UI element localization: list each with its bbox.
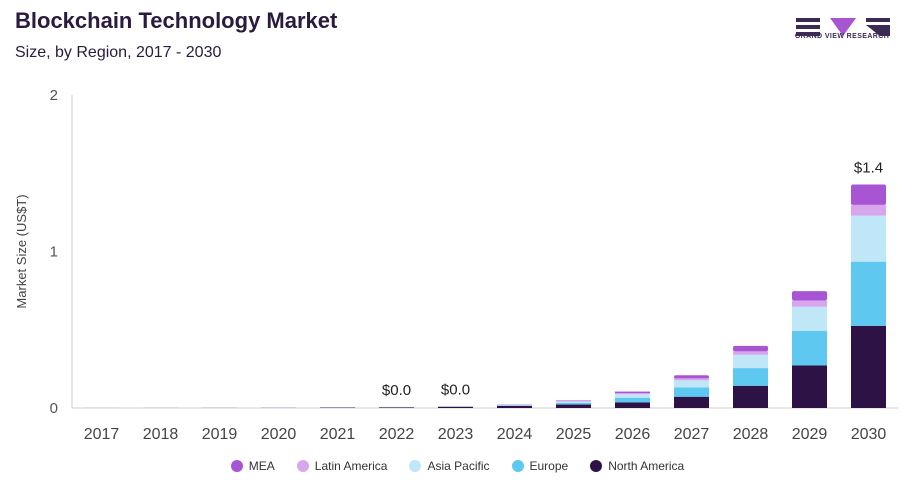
bar-segment-europe-2029 bbox=[792, 331, 827, 366]
legend-label: Latin America bbox=[314, 459, 388, 473]
chart-subtitle: Size, by Region, 2017 - 2030 bbox=[15, 44, 222, 61]
bar-segment-latin-america-2030 bbox=[851, 204, 886, 216]
x-tick-label: 2023 bbox=[438, 426, 474, 443]
x-tick-label: 2027 bbox=[674, 426, 710, 443]
legend-item-mea: MEA bbox=[230, 459, 275, 473]
bar-segment-north-america-2025 bbox=[556, 404, 591, 408]
bar-segment-latin-america-2029 bbox=[792, 300, 827, 307]
legend-swatch bbox=[409, 460, 422, 472]
bar-segment-europe-2025 bbox=[556, 402, 591, 405]
bar-segment-europe-2030 bbox=[851, 261, 886, 326]
chart-title: Blockchain Technology Market bbox=[15, 8, 338, 33]
y-tick-label: 2 bbox=[50, 87, 58, 104]
bar-segment-north-america-2023 bbox=[438, 406, 473, 408]
legend-item-asia-pacific: Asia Pacific bbox=[409, 459, 490, 473]
bar-segment-mea-2028 bbox=[733, 345, 768, 352]
bar-segment-latin-america-2028 bbox=[733, 351, 768, 355]
legend-label: Asia Pacific bbox=[427, 459, 490, 473]
x-tick-label: 2024 bbox=[497, 426, 533, 443]
bar-segment-north-america-2028 bbox=[733, 385, 768, 408]
bar-segment-asia-pacific-2026 bbox=[615, 394, 650, 398]
bar-segment-asia-pacific-2027 bbox=[674, 380, 709, 388]
legend-item-latin-america: Latin America bbox=[296, 459, 388, 473]
bar-segment-mea-2025 bbox=[556, 400, 591, 402]
legend-swatch bbox=[296, 460, 309, 472]
data-label-2022: $0.0 bbox=[382, 382, 411, 399]
x-tick-label: 2028 bbox=[733, 426, 769, 443]
brand-logo-text: GRAND VIEW RESEARCH bbox=[794, 33, 890, 40]
chart-legend: MEA Latin America Asia Pacific Europe North … bbox=[0, 459, 915, 473]
bar-segment-north-america-2030 bbox=[851, 325, 886, 408]
bar-segment-north-america-2024 bbox=[497, 405, 532, 408]
bar-segment-asia-pacific-2025 bbox=[556, 401, 591, 403]
legend-label: Europe bbox=[529, 459, 569, 473]
x-tick-label: 2018 bbox=[143, 426, 179, 443]
bar-segment-north-america-2026 bbox=[615, 402, 650, 408]
y-axis-label: Market Size (US$T) bbox=[14, 194, 29, 308]
x-tick-label: 2017 bbox=[84, 426, 120, 443]
legend-label: North America bbox=[608, 459, 685, 473]
bar-segment-europe-2026 bbox=[615, 397, 650, 403]
legend-swatch bbox=[590, 460, 603, 472]
bar-segment-mea-2027 bbox=[674, 375, 709, 379]
y-tick-label: 0 bbox=[50, 400, 58, 417]
y-tick-label: 1 bbox=[50, 244, 58, 261]
legend-swatch bbox=[230, 460, 243, 472]
legend-swatch bbox=[511, 460, 524, 472]
legend-label: MEA bbox=[248, 459, 275, 473]
bar-segment-asia-pacific-2028 bbox=[733, 354, 768, 369]
stacked-bar-chart: 0 1 2 Market Size (US$T) 2017 2018 2019 2020 202… bbox=[14, 87, 898, 443]
bar-segment-mea-2029 bbox=[792, 291, 827, 301]
data-label-2030: $1.4 bbox=[854, 160, 883, 177]
bar-segment-latin-america-2026 bbox=[615, 393, 650, 395]
legend-item-north-america: North America bbox=[590, 459, 684, 473]
x-tick-label: 2019 bbox=[202, 426, 238, 443]
bar-segment-asia-pacific-2030 bbox=[851, 215, 886, 262]
x-tick-label: 2020 bbox=[261, 426, 297, 443]
data-label-2023: $0.0 bbox=[441, 381, 470, 398]
bar-segment-mea-2030 bbox=[851, 184, 886, 205]
bar-segment-mea-2026 bbox=[615, 391, 650, 394]
bar-segment-asia-pacific-2029 bbox=[792, 306, 827, 332]
legend-item-europe: Europe bbox=[511, 459, 569, 473]
x-tick-label: 2021 bbox=[320, 426, 356, 443]
x-tick-label: 2030 bbox=[851, 426, 887, 443]
bar-segment-latin-america-2027 bbox=[674, 378, 709, 381]
x-tick-label: 2025 bbox=[556, 426, 592, 443]
bar-segment-europe-2024 bbox=[497, 405, 532, 406]
bar-segment-north-america-2029 bbox=[792, 365, 827, 408]
brand-logo bbox=[796, 18, 890, 36]
x-tick-label: 2026 bbox=[615, 426, 651, 443]
bar-segment-north-america-2022 bbox=[379, 407, 414, 408]
x-tick-label: 2029 bbox=[792, 426, 828, 443]
bar-segment-europe-2027 bbox=[674, 387, 709, 397]
bar-segment-north-america-2027 bbox=[674, 396, 709, 408]
x-tick-label: 2022 bbox=[379, 426, 415, 443]
bar-segment-europe-2028 bbox=[733, 368, 768, 386]
